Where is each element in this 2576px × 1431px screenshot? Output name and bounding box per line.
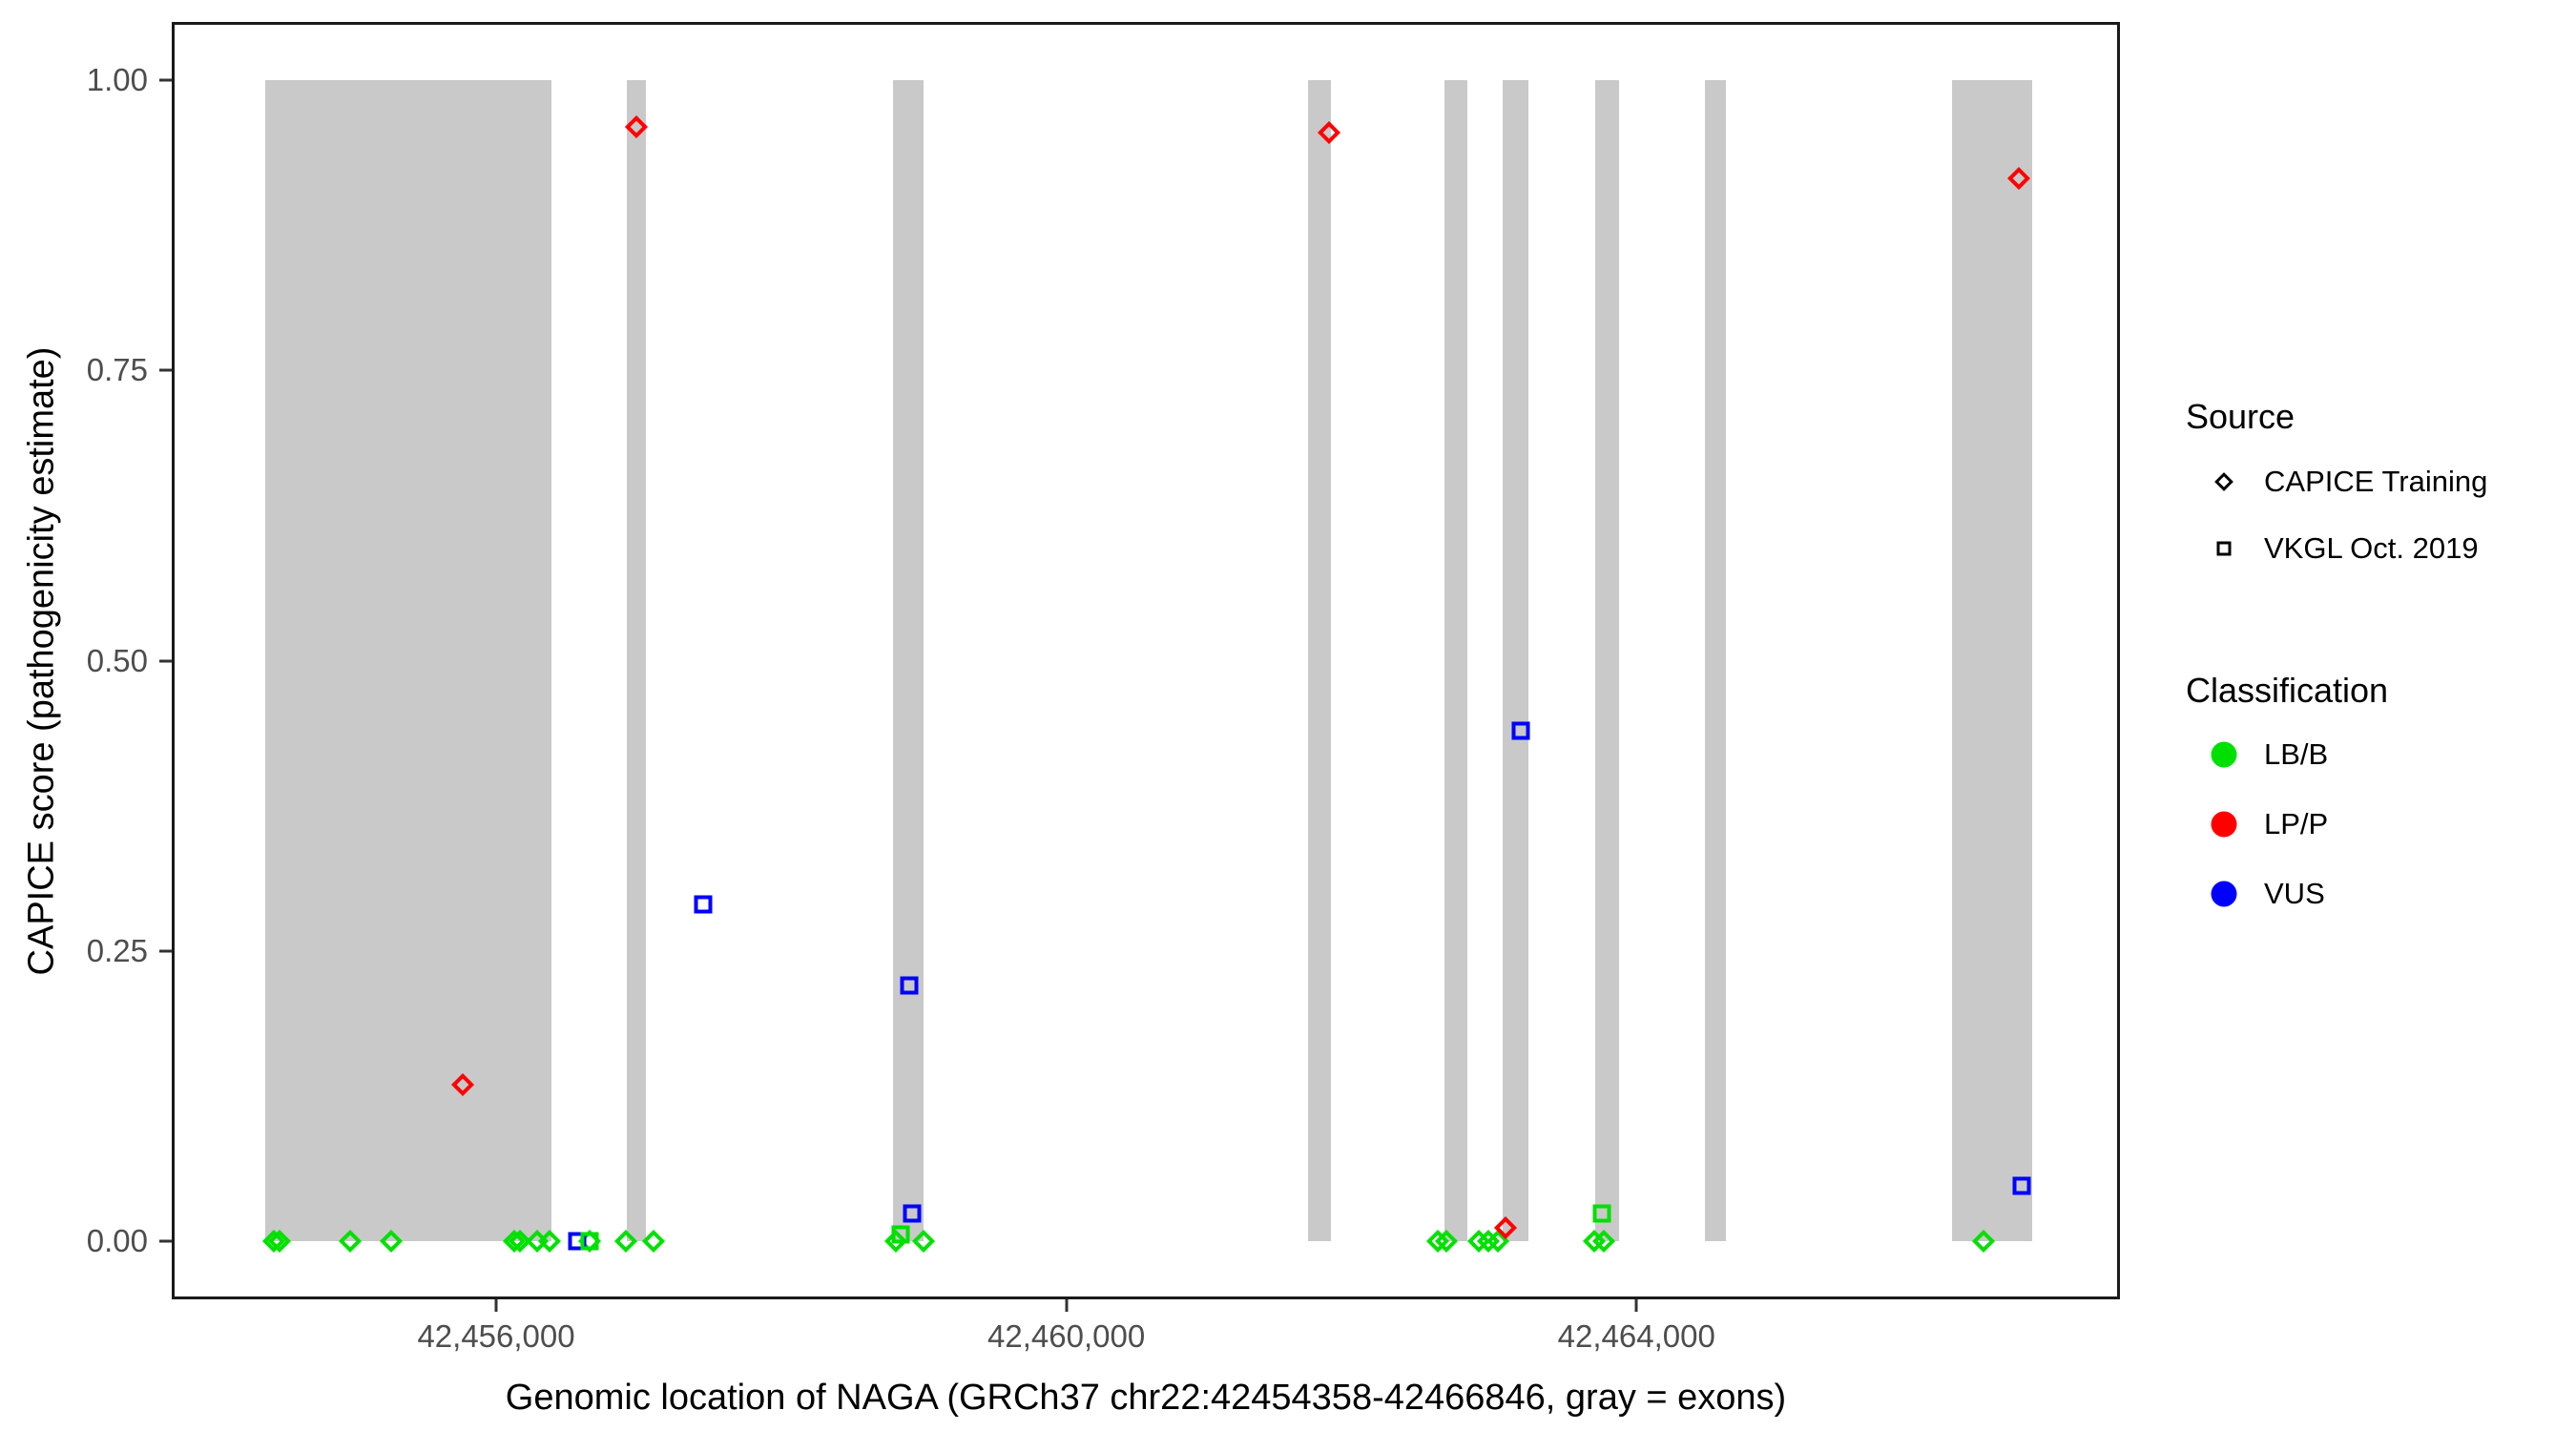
y-tick-mark — [159, 368, 172, 372]
y-tick-mark — [159, 1239, 172, 1243]
y-tick-label: 0.00 — [86, 1223, 148, 1259]
point-square — [1592, 1204, 1611, 1223]
point-square — [900, 976, 919, 995]
y-tick-mark — [159, 78, 172, 82]
point-square — [568, 1232, 587, 1251]
exon-band — [1952, 79, 2033, 1242]
exon-band — [1595, 79, 1620, 1242]
legend-source-title: Source — [2186, 397, 2296, 436]
point-square — [694, 895, 713, 914]
legend-source-item-label: VKGL Oct. 2019 — [2264, 531, 2479, 565]
classification-dot-icon — [2211, 811, 2237, 838]
legend-source-item-label: CAPICE Training — [2264, 465, 2488, 498]
point-square — [2012, 1176, 2031, 1195]
point-square — [891, 1225, 910, 1244]
exon-band — [1444, 79, 1468, 1242]
x-tick-mark — [1634, 1299, 1638, 1312]
y-tick-label: 1.00 — [86, 61, 148, 97]
legend-classification-item-label: VUS — [2264, 877, 2325, 910]
point-square — [903, 1204, 922, 1223]
exon-band — [265, 79, 552, 1242]
legend-classification-item-label: LB/B — [2264, 737, 2329, 771]
exon-band — [1704, 79, 1727, 1242]
point-square — [580, 1232, 599, 1251]
y-tick-label: 0.25 — [86, 932, 148, 968]
x-tick-mark — [1065, 1299, 1069, 1312]
y-tick-mark — [159, 949, 172, 953]
x-tick-label: 42,456,000 — [417, 1318, 575, 1354]
y-axis-title: CAPICE score (pathogenicity estimate) — [21, 346, 62, 976]
x-tick-label: 42,464,000 — [1557, 1318, 1715, 1354]
x-axis-title: Genomic location of NAGA (GRCh37 chr22:4… — [505, 1378, 1787, 1418]
classification-dot-icon — [2211, 881, 2237, 907]
square-legend-icon — [2216, 541, 2232, 556]
legend-classification-item-label: LP/P — [2264, 807, 2329, 840]
legend-classification-title: Classification — [2186, 671, 2389, 710]
exon-band — [627, 79, 647, 1242]
x-tick-label: 42,460,000 — [987, 1318, 1146, 1354]
y-tick-label: 0.75 — [86, 352, 148, 388]
point-square — [1511, 721, 1530, 740]
exon-band — [1503, 79, 1529, 1242]
exon-band — [1308, 79, 1332, 1242]
y-tick-label: 0.50 — [86, 642, 148, 678]
plot-panel — [172, 22, 2120, 1299]
y-tick-mark — [159, 659, 172, 662]
x-tick-mark — [494, 1299, 498, 1312]
classification-dot-icon — [2211, 741, 2237, 768]
exon-band — [893, 79, 924, 1242]
diamond-legend-icon — [2214, 472, 2233, 491]
